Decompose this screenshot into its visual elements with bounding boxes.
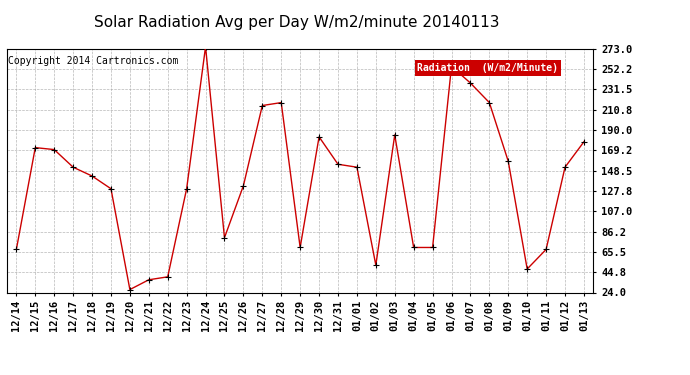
Text: Radiation  (W/m2/Minute): Radiation (W/m2/Minute) (417, 63, 558, 74)
Text: Solar Radiation Avg per Day W/m2/minute 20140113: Solar Radiation Avg per Day W/m2/minute … (94, 15, 500, 30)
Text: Copyright 2014 Cartronics.com: Copyright 2014 Cartronics.com (8, 56, 179, 66)
